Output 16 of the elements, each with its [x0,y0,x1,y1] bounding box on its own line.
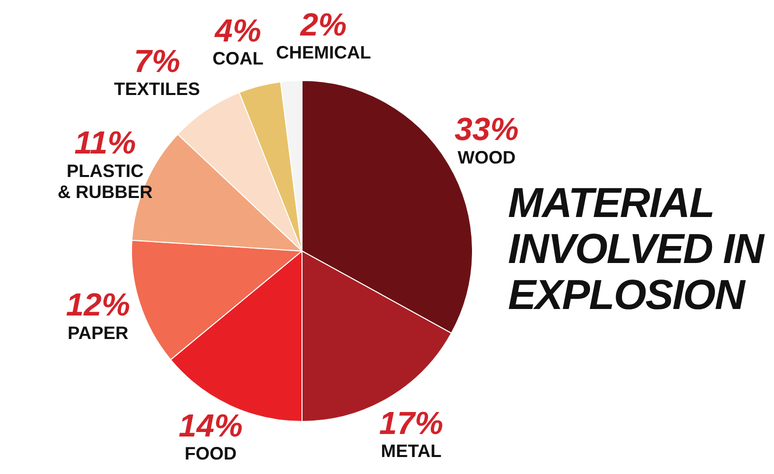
data-label: 33% [454,111,519,148]
slice-label: PAPER [68,322,128,343]
slice-label: METAL [380,441,442,462]
data-label: 14% [178,407,243,444]
slice-label: COAL [212,48,264,69]
data-label: 2% [299,6,347,42]
data-label: 17% [379,404,444,441]
data-label: 7% [134,42,180,79]
slice-label: TEXTILES [114,79,200,100]
data-label: 11% [74,124,136,161]
slice-label: FOOD [184,443,237,464]
slice-label: WOOD [458,147,516,168]
data-label: 4% [214,12,262,49]
slice-label: CHEMICAL [276,42,372,62]
text: MATERIAL INVOLVED IN EXPLOSION [508,179,766,318]
data-label: 12% [66,286,130,323]
